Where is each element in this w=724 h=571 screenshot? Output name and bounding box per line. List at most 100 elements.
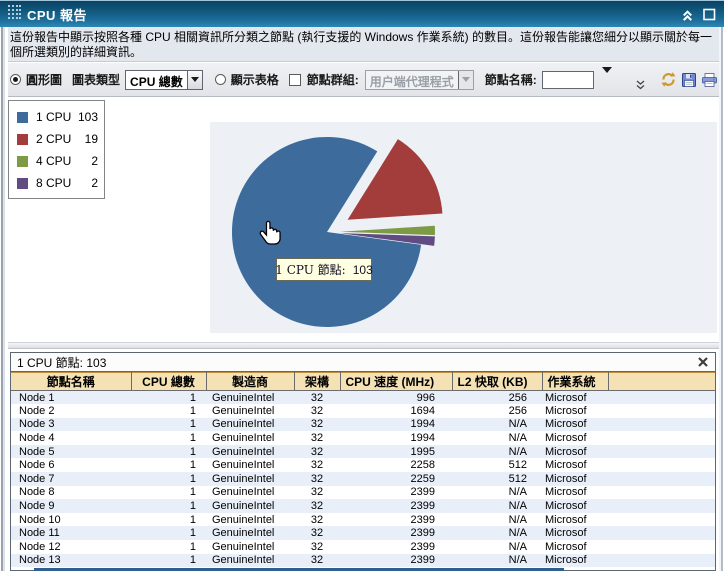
table-row[interactable]: Node 3 1 GenuineIntel 32 1994 N/A Microsof (11, 417, 715, 432)
drilldown-panel-title: 1 CPU 節點: 103 (17, 355, 107, 370)
table-cell: Microsof (545, 404, 587, 417)
table-cell: Microsof (542, 553, 608, 568)
legend-item: 1 CPU 103 (17, 106, 98, 128)
pie-tooltip: 1 CPU 節點: 103 (275, 258, 373, 281)
chevron-down-icon (461, 77, 470, 82)
pie-slice-2-cpu[interactable] (347, 139, 443, 220)
show-table-radio[interactable] (214, 74, 226, 85)
legend-value: 19 (84, 132, 98, 146)
table-row[interactable]: Node 5 1 GenuineIntel 32 1995 N/A Microsof (11, 444, 715, 459)
table-cell: 1 (131, 499, 206, 513)
column-header[interactable]: L2 快取 (KB) (452, 372, 543, 391)
table-row[interactable]: Node 4 1 GenuineIntel 32 1994 N/A Microsof (11, 431, 715, 445)
pie-chart-radio[interactable] (10, 74, 21, 85)
table-row[interactable]: Node 6 1 GenuineIntel 32 2258 512 Microsof (11, 458, 715, 472)
table-cell: N/A (452, 553, 542, 568)
table-cell: 1 (189, 486, 196, 499)
table-cell: Node 5 (11, 444, 131, 459)
double-chevron-up-icon (682, 9, 692, 21)
bottom-scrollbar-strip[interactable] (34, 568, 564, 571)
table-row[interactable]: Node 13 1 GenuineIntel 32 2399 N/A Microsof (11, 553, 715, 568)
node-group-select: 用户端代理程式 (364, 69, 474, 90)
table-cell: N/A (508, 432, 527, 445)
table-row[interactable]: Node 2 1 GenuineIntel 32 1694 256 Microsof (11, 404, 715, 418)
chart-type-dropdown-button[interactable] (186, 70, 202, 89)
chart-type-select[interactable]: CPU 總數 (125, 69, 203, 90)
table-cell: 32 (294, 472, 340, 486)
column-header[interactable]: CPU 速度 (MHz) (340, 372, 453, 391)
table-cell: GenuineIntel (206, 417, 294, 432)
drilldown-panel-header: 1 CPU 節點: 103 (11, 353, 715, 372)
legend-item: 2 CPU 19 (17, 128, 98, 150)
horizontal-splitter[interactable] (0, 342, 724, 349)
column-header[interactable]: 架構 (294, 372, 341, 391)
table-cell: GenuineIntel (206, 444, 294, 459)
table-cell: 32 (294, 499, 340, 513)
table-cell: Node 11 (11, 526, 131, 541)
table-cell: Node 8 (19, 486, 55, 499)
tooltip-label: 1 CPU 節點: (275, 263, 346, 277)
pie-chart[interactable] (0, 97, 724, 342)
table-cell: GenuineIntel (212, 513, 275, 526)
chevron-down-icon (190, 77, 199, 82)
node-name-input[interactable] (541, 70, 594, 89)
drag-grip-icon[interactable] (8, 4, 21, 24)
table-cell: N/A (508, 513, 527, 526)
print-button[interactable] (701, 70, 718, 90)
maximize-button[interactable] (700, 6, 718, 22)
table-row[interactable]: Node 11 1 GenuineIntel 32 2399 N/A Microsof (11, 526, 715, 541)
node-table: 節點名稱 CPU 總數 製造商 架構 CPU 速度 (MHz) L2 快取 (KB) 作業系… (11, 372, 715, 568)
table-cell (608, 417, 715, 432)
table-cell: 1 (131, 472, 206, 486)
table-cell: Node 10 (19, 513, 61, 526)
collapse-panel-button[interactable] (678, 6, 696, 22)
table-cell: Node 1 (11, 390, 131, 405)
toolbar-overflow-button[interactable] (636, 79, 645, 93)
table-cell: Microsof (542, 417, 608, 432)
column-header[interactable]: CPU 總數 (131, 372, 207, 391)
table-cell: Node 12 (19, 540, 61, 553)
table-cell: 256 (508, 404, 527, 417)
table-cell: Node 6 (19, 459, 55, 472)
table-cell: GenuineIntel (206, 390, 294, 405)
legend-value: 2 (91, 154, 98, 168)
save-button[interactable] (681, 70, 697, 90)
pie-slice-4-cpu[interactable] (340, 225, 435, 236)
column-header[interactable]: 作業系統 (542, 372, 609, 391)
table-row[interactable]: Node 8 1 GenuineIntel 32 2399 N/A Microsof (11, 486, 715, 500)
legend-label: 4 CPU (36, 154, 72, 168)
table-cell: 32 (310, 540, 324, 553)
table-cell: 1995 (340, 444, 452, 459)
save-icon (681, 72, 696, 87)
column-header[interactable]: 製造商 (206, 372, 295, 391)
table-cell: 1 (189, 459, 196, 472)
node-name-label: 節點名稱: (484, 73, 537, 87)
legend-swatch (17, 177, 28, 189)
node-group-checkbox[interactable] (288, 73, 301, 86)
legend-label: 8 CPU (36, 176, 72, 190)
chart-area: 1 CPU 103 2 CPU 19 4 CPU 2 8 CPU 2 1 CPU 節點: 10… (0, 97, 724, 342)
column-header[interactable] (608, 372, 715, 391)
node-name-dropdown-button[interactable] (601, 66, 612, 87)
table-cell: 32 (310, 486, 324, 499)
pie-slice-8-cpu[interactable] (340, 233, 435, 246)
table-row[interactable]: Node 7 1 GenuineIntel 32 2259 512 Microsof (11, 472, 715, 486)
refresh-button[interactable] (660, 70, 677, 90)
column-header[interactable]: 節點名稱 (11, 372, 132, 391)
table-row[interactable]: Node 1 1 GenuineIntel 32 996 256 Microsof (11, 390, 715, 405)
table-cell: N/A (452, 526, 542, 541)
legend-swatch (17, 155, 28, 167)
table-row[interactable]: Node 10 1 GenuineIntel 32 2399 N/A Microsof (11, 513, 715, 527)
legend-label: 1 CPU (36, 110, 72, 124)
table-cell: 1994 (340, 417, 452, 432)
table-cell: GenuineIntel (206, 553, 294, 568)
table-row[interactable]: Node 9 1 GenuineIntel 32 2399 N/A Microsof (11, 499, 715, 513)
close-panel-button[interactable] (695, 355, 711, 369)
table-cell (608, 486, 715, 500)
table-cell: Node 2 (19, 404, 55, 417)
table-cell: Node 9 (11, 499, 131, 513)
table-cell (608, 553, 715, 568)
table-cell: 32 (310, 404, 324, 417)
table-row[interactable]: Node 12 1 GenuineIntel 32 2399 N/A Microsof (11, 540, 715, 554)
table-cell: 1 (131, 417, 206, 432)
